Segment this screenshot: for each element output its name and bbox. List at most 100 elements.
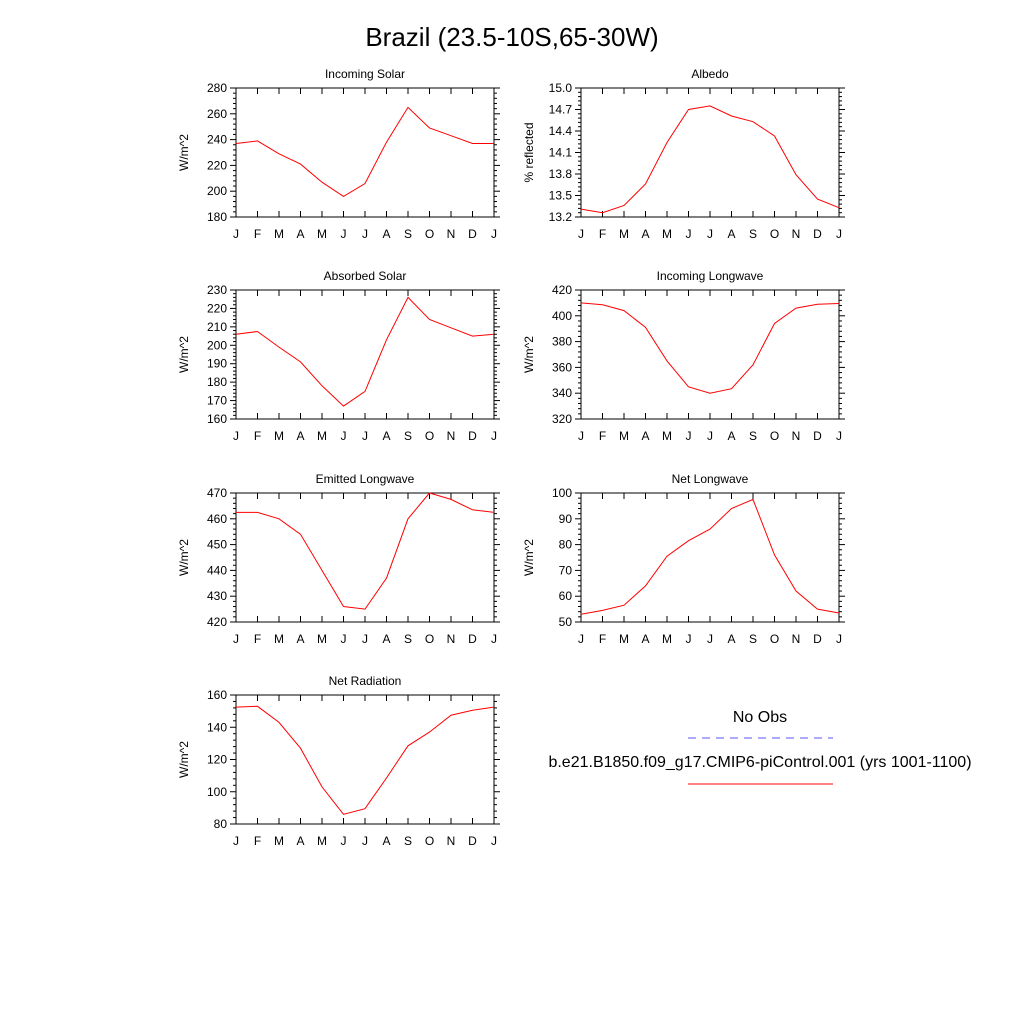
x-tick-label-incoming-solar: S (404, 227, 412, 241)
plot-frame-emitted-longwave (235, 492, 495, 623)
x-tick-label-albedo: A (727, 227, 735, 241)
y-tick-label-albedo: 15.0 (549, 81, 573, 95)
series-line-net-longwave (580, 498, 840, 615)
x-tick-label-absorbed-solar: A (382, 429, 390, 443)
y-tick-label-incoming-longwave: 340 (552, 386, 572, 400)
y-tick-label-incoming-longwave: 360 (552, 360, 572, 374)
x-tick-label-albedo: O (770, 227, 779, 241)
x-tick-label-net-radiation: J (233, 834, 239, 848)
x-tick-label-albedo: J (836, 227, 842, 241)
x-tick-label-absorbed-solar: J (341, 429, 347, 443)
x-tick-label-emitted-longwave: A (296, 632, 304, 646)
series-line-incoming-solar (235, 106, 494, 197)
x-tick-label-incoming-solar: M (274, 227, 284, 241)
panel-title-albedo: Albedo (691, 67, 729, 81)
y-tick-label-albedo: 13.5 (549, 189, 573, 203)
x-tick-label-incoming-solar: N (447, 227, 456, 241)
x-tick-label-incoming-solar: F (254, 227, 261, 241)
x-tick-label-absorbed-solar: O (425, 429, 434, 443)
y-tick-label-albedo: 13.8 (549, 167, 573, 181)
y-tick-label-incoming-solar: 200 (207, 184, 227, 198)
legend-obs-label: No Obs (733, 709, 787, 726)
y-tick-label-incoming-solar: 280 (207, 81, 227, 95)
x-tick-label-absorbed-solar: M (317, 429, 327, 443)
y-tick-label-albedo: 14.4 (549, 124, 573, 138)
x-tick-label-emitted-longwave: D (468, 632, 477, 646)
y-tick-label-incoming-solar: 260 (207, 107, 227, 121)
panel-title-emitted-longwave: Emitted Longwave (316, 472, 415, 486)
x-tick-label-incoming-solar: J (233, 227, 239, 241)
x-tick-label-incoming-solar: D (468, 227, 477, 241)
plot-frame-albedo (580, 87, 840, 218)
y-tick-label-net-radiation: 120 (207, 753, 227, 767)
x-tick-label-net-longwave: F (599, 632, 606, 646)
panel-title-net-longwave: Net Longwave (672, 472, 749, 486)
y-tick-label-incoming-longwave: 320 (552, 412, 572, 426)
x-tick-label-net-longwave: J (686, 632, 692, 646)
x-tick-label-absorbed-solar: N (447, 429, 456, 443)
x-tick-label-incoming-longwave: J (686, 429, 692, 443)
series-line-albedo (580, 105, 840, 214)
y-axis-label-absorbed-solar: W/m^2 (177, 336, 191, 373)
y-axis-label-incoming-longwave: W/m^2 (522, 336, 536, 373)
y-tick-label-emitted-longwave: 450 (207, 538, 227, 552)
x-tick-label-albedo: J (707, 227, 713, 241)
y-tick-label-emitted-longwave: 420 (207, 615, 227, 629)
y-tick-label-absorbed-solar: 210 (207, 320, 227, 334)
x-tick-label-absorbed-solar: F (254, 429, 261, 443)
x-tick-label-incoming-longwave: D (813, 429, 822, 443)
x-tick-label-net-radiation: J (341, 834, 347, 848)
x-tick-label-absorbed-solar: D (468, 429, 477, 443)
y-tick-label-albedo: 14.7 (549, 103, 573, 117)
panel-title-incoming-solar: Incoming Solar (325, 67, 405, 81)
y-tick-label-incoming-longwave: 400 (552, 309, 572, 323)
x-tick-label-net-radiation: A (296, 834, 304, 848)
y-axis-label-net-longwave: W/m^2 (522, 539, 536, 576)
y-tick-label-absorbed-solar: 180 (207, 375, 227, 389)
x-tick-label-emitted-longwave: M (317, 632, 327, 646)
y-tick-label-incoming-solar: 240 (207, 133, 227, 147)
y-tick-label-absorbed-solar: 160 (207, 412, 227, 426)
x-tick-label-net-longwave: J (836, 632, 842, 646)
y-tick-label-net-longwave: 90 (559, 512, 573, 526)
x-tick-label-emitted-longwave: O (425, 632, 434, 646)
x-tick-label-albedo: S (749, 227, 757, 241)
y-tick-label-emitted-longwave: 460 (207, 512, 227, 526)
x-tick-label-incoming-longwave: J (578, 429, 584, 443)
plot-frame-absorbed-solar (235, 289, 495, 420)
x-tick-label-incoming-solar: A (296, 227, 304, 241)
series-line-absorbed-solar (235, 296, 495, 407)
y-tick-label-emitted-longwave: 440 (207, 563, 227, 577)
x-tick-label-albedo: J (686, 227, 692, 241)
x-tick-label-incoming-longwave: J (707, 429, 713, 443)
series-line-emitted-longwave (236, 492, 495, 610)
x-tick-label-net-radiation: F (254, 834, 261, 848)
x-tick-label-emitted-longwave: J (233, 632, 239, 646)
x-tick-label-net-longwave: A (727, 632, 735, 646)
x-tick-label-incoming-solar: A (382, 227, 390, 241)
y-tick-label-net-longwave: 100 (552, 486, 572, 500)
x-tick-label-net-radiation: J (362, 834, 368, 848)
x-tick-label-incoming-solar: J (491, 227, 497, 241)
y-tick-label-net-radiation: 160 (207, 688, 227, 702)
x-tick-label-absorbed-solar: A (296, 429, 304, 443)
x-tick-label-incoming-longwave: M (619, 429, 629, 443)
x-tick-label-albedo: N (792, 227, 801, 241)
x-tick-label-incoming-longwave: J (836, 429, 842, 443)
figure-title: Brazil (23.5-10S,65-30W) (365, 22, 658, 52)
y-tick-label-net-longwave: 50 (559, 615, 573, 629)
y-tick-label-emitted-longwave: 470 (207, 486, 227, 500)
x-tick-label-net-radiation: A (382, 834, 390, 848)
y-tick-label-incoming-longwave: 420 (552, 283, 572, 297)
y-tick-label-absorbed-solar: 200 (207, 338, 227, 352)
x-tick-label-absorbed-solar: J (362, 429, 368, 443)
x-tick-label-net-longwave: N (792, 632, 801, 646)
x-tick-label-emitted-longwave: J (362, 632, 368, 646)
x-tick-label-emitted-longwave: A (382, 632, 390, 646)
x-tick-label-absorbed-solar: J (233, 429, 239, 443)
x-tick-label-albedo: M (662, 227, 672, 241)
